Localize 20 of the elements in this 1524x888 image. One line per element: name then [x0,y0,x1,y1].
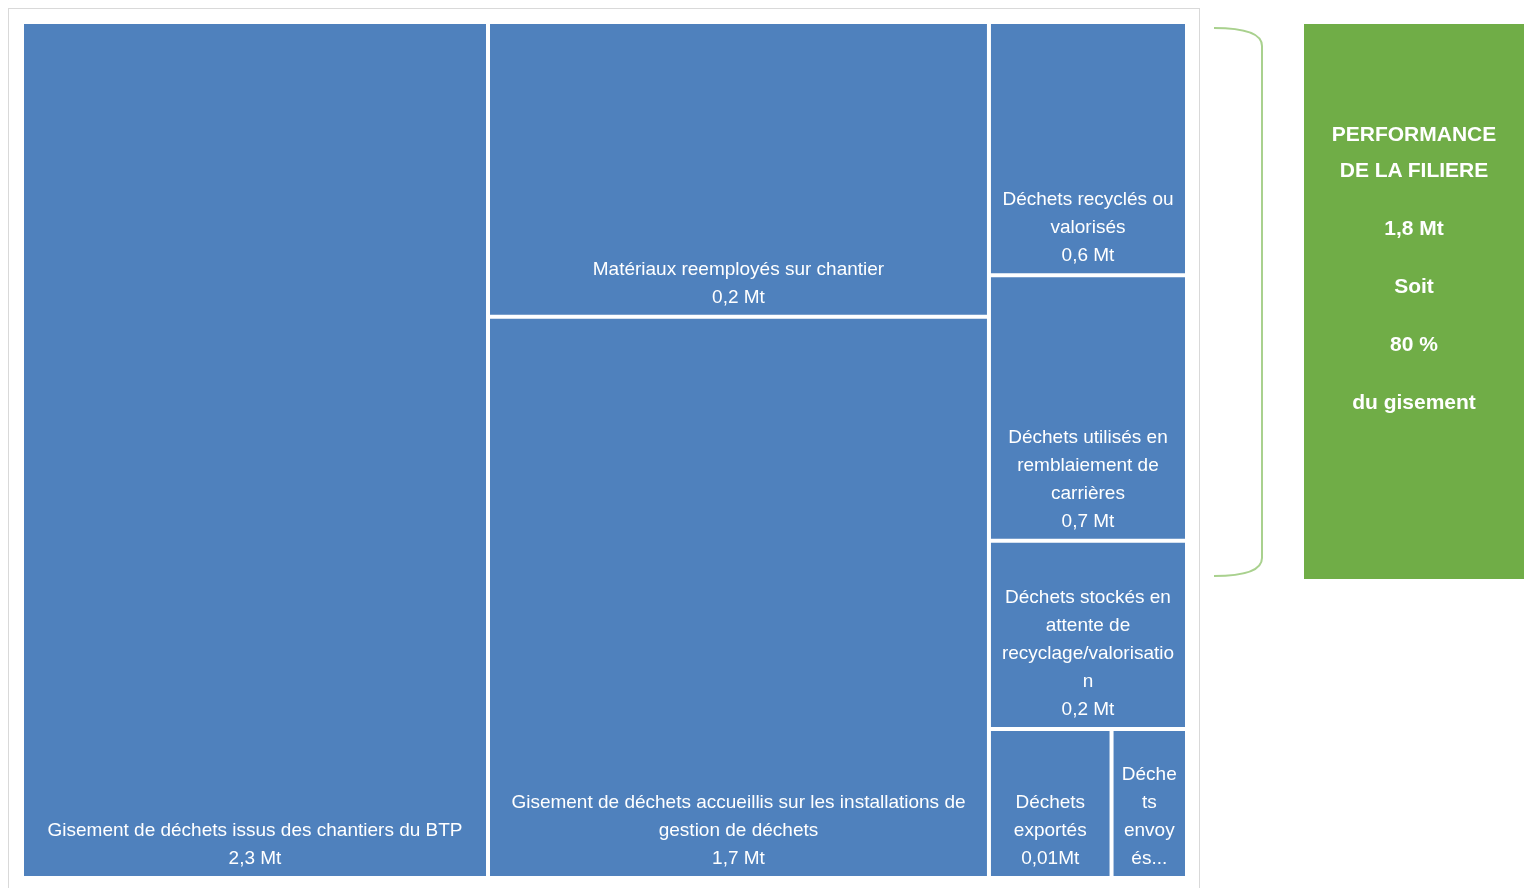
text: 1,8 Mt [1383,215,1445,241]
category-label: Déchets recyclés ou valorisés [1002,188,1174,238]
category-label: Déchets utilisés en remblaiement de carrières [1008,425,1168,503]
category-label: Gisement de déchets accueillis sur les installations de gestion de déchets [511,791,966,840]
data-label: 1,7 Mt [712,847,766,868]
text: du gisement [1351,389,1477,415]
text: 80 % [1389,331,1439,357]
text: Soit [1393,273,1435,299]
data-label: 0,6 Mt [1061,244,1116,266]
text: PERFORMANCE DE LA FILIERE [1330,121,1498,183]
category-label: Déchets envoyés... [1121,763,1177,868]
data-label: 0,01Mt [1021,847,1081,868]
data-label: 0,7 Mt [1061,509,1116,531]
category-label: Déchets exportés [1013,791,1087,840]
data-label: 2,3 Mt [228,847,283,868]
category-label: Gisement de déchets issus des chantiers du BTP [47,819,463,840]
data-label: 0,2 Mt [1061,697,1116,719]
category-label: Déchets stockés en attente de recyclage/valorisation [1001,585,1175,691]
data-label: 0,2 Mt [712,285,766,307]
category-label: Matériaux reemployés sur chantier [592,257,885,279]
